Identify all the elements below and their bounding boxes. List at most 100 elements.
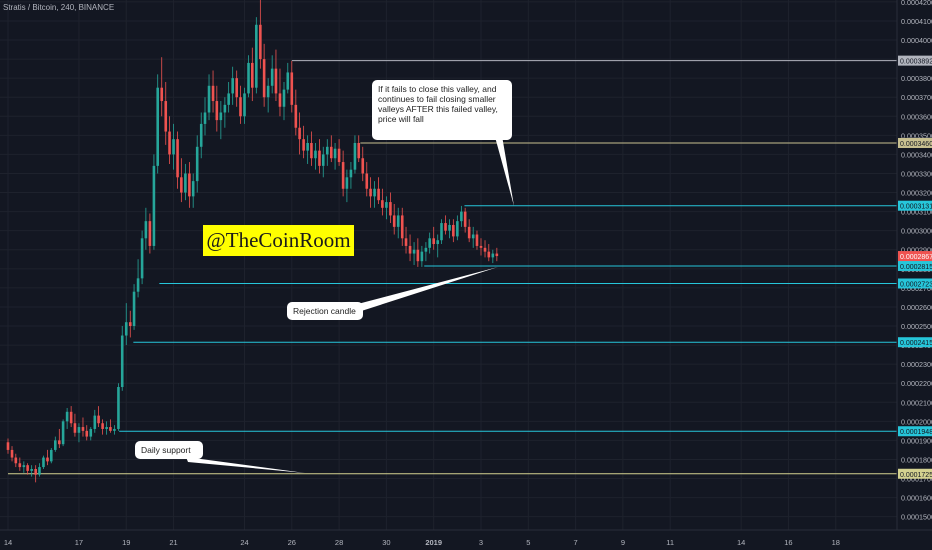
candle bbox=[278, 68, 282, 117]
level-label-bg bbox=[898, 426, 932, 437]
candle bbox=[408, 234, 412, 262]
x-tick-label: 30 bbox=[382, 538, 390, 547]
candle-body bbox=[345, 177, 349, 189]
candle-body bbox=[432, 238, 435, 245]
candle bbox=[128, 310, 132, 338]
candle-body bbox=[302, 139, 305, 151]
candle-body bbox=[89, 428, 93, 437]
candle bbox=[239, 85, 242, 124]
candle bbox=[160, 57, 164, 117]
candle-body bbox=[385, 202, 388, 208]
candle-body bbox=[85, 430, 89, 437]
support-callout: Daily support bbox=[135, 441, 203, 459]
x-tick-label: 14 bbox=[737, 538, 745, 547]
candle bbox=[18, 457, 22, 471]
candle-body bbox=[239, 97, 242, 117]
watermark-label: @TheCoinRoom bbox=[203, 225, 354, 256]
candle-body bbox=[361, 158, 365, 174]
candle-body bbox=[180, 177, 183, 193]
candle bbox=[318, 139, 321, 174]
x-tick-label: 24 bbox=[240, 538, 248, 547]
x-tick-label: 14 bbox=[4, 538, 12, 547]
candle bbox=[456, 215, 459, 241]
candle bbox=[188, 162, 191, 208]
candle-body bbox=[156, 87, 160, 166]
level-label-bg bbox=[898, 260, 932, 271]
candle bbox=[341, 150, 345, 197]
candle bbox=[436, 234, 440, 258]
last-price-bg bbox=[898, 251, 932, 262]
y-tick-label: 0.0002900 bbox=[901, 246, 932, 255]
candle bbox=[132, 284, 136, 330]
candle bbox=[314, 142, 317, 170]
candle-body bbox=[452, 224, 455, 237]
candle bbox=[113, 425, 116, 435]
candle bbox=[85, 425, 89, 441]
candle-body bbox=[54, 440, 57, 450]
candle bbox=[191, 173, 195, 208]
candle bbox=[6, 438, 10, 454]
candle-body bbox=[223, 104, 227, 113]
candle-body bbox=[231, 78, 234, 94]
y-tick-label: 0.0001500 bbox=[901, 513, 932, 522]
candle-body bbox=[266, 85, 270, 98]
candle-body bbox=[77, 427, 81, 433]
candle-body bbox=[164, 101, 168, 132]
candle bbox=[460, 205, 463, 227]
candle bbox=[373, 181, 376, 208]
candle bbox=[144, 207, 148, 250]
candle-body bbox=[424, 247, 428, 252]
candle bbox=[10, 446, 14, 462]
y-tick-label: 0.0003200 bbox=[901, 189, 932, 198]
y-tick-label: 0.0003600 bbox=[901, 112, 932, 121]
candle bbox=[73, 413, 77, 437]
candle-body bbox=[219, 112, 223, 121]
candle bbox=[495, 247, 499, 262]
candle bbox=[412, 242, 416, 265]
candle bbox=[117, 383, 120, 431]
level-label: 0.0002815 bbox=[900, 264, 932, 271]
candle bbox=[26, 463, 29, 475]
candle-body bbox=[49, 449, 53, 462]
candle bbox=[416, 238, 420, 267]
candle bbox=[251, 47, 254, 102]
candle-body bbox=[46, 457, 49, 462]
candle bbox=[349, 162, 353, 189]
y-tick-label: 0.0001900 bbox=[901, 436, 932, 445]
candle bbox=[231, 66, 234, 105]
y-tick-label: 0.0001800 bbox=[901, 455, 932, 464]
candle-body bbox=[207, 85, 211, 113]
candle bbox=[377, 177, 380, 204]
candle bbox=[290, 61, 294, 113]
candle-body bbox=[235, 78, 238, 98]
candle-body bbox=[195, 146, 199, 182]
candle-body bbox=[365, 173, 369, 189]
candle-body bbox=[456, 221, 459, 237]
y-tick-label: 0.0003700 bbox=[901, 93, 932, 102]
candle-body bbox=[38, 467, 41, 475]
candle-body bbox=[101, 423, 104, 429]
x-tick-label: 18 bbox=[832, 538, 840, 547]
candle bbox=[420, 245, 424, 267]
candle bbox=[49, 448, 53, 464]
time-axis: 14 17 19 21 24 26 28 30 2019 3 5 7 9 11 14 16 18 bbox=[4, 538, 840, 547]
candle bbox=[168, 116, 171, 164]
candle bbox=[124, 303, 128, 346]
x-tick-label: 16 bbox=[784, 538, 792, 547]
level-label: 0.0003892 bbox=[900, 59, 932, 66]
level-label: 0.0002415 bbox=[900, 340, 932, 347]
candle-body bbox=[160, 87, 164, 102]
candle-body bbox=[448, 224, 451, 231]
candle bbox=[34, 465, 37, 483]
candle-body bbox=[298, 127, 301, 140]
candle-body bbox=[168, 131, 171, 155]
candle bbox=[259, 0, 262, 69]
y-tick-label: 0.0003300 bbox=[901, 169, 932, 178]
candle-body bbox=[440, 223, 443, 241]
y-tick-label: 0.0002300 bbox=[901, 360, 932, 369]
candle-body bbox=[329, 146, 333, 159]
candle bbox=[235, 70, 238, 107]
level-label: 0.0003460 bbox=[900, 141, 932, 148]
x-tick-label: 11 bbox=[666, 538, 674, 547]
candle-body bbox=[34, 468, 37, 475]
